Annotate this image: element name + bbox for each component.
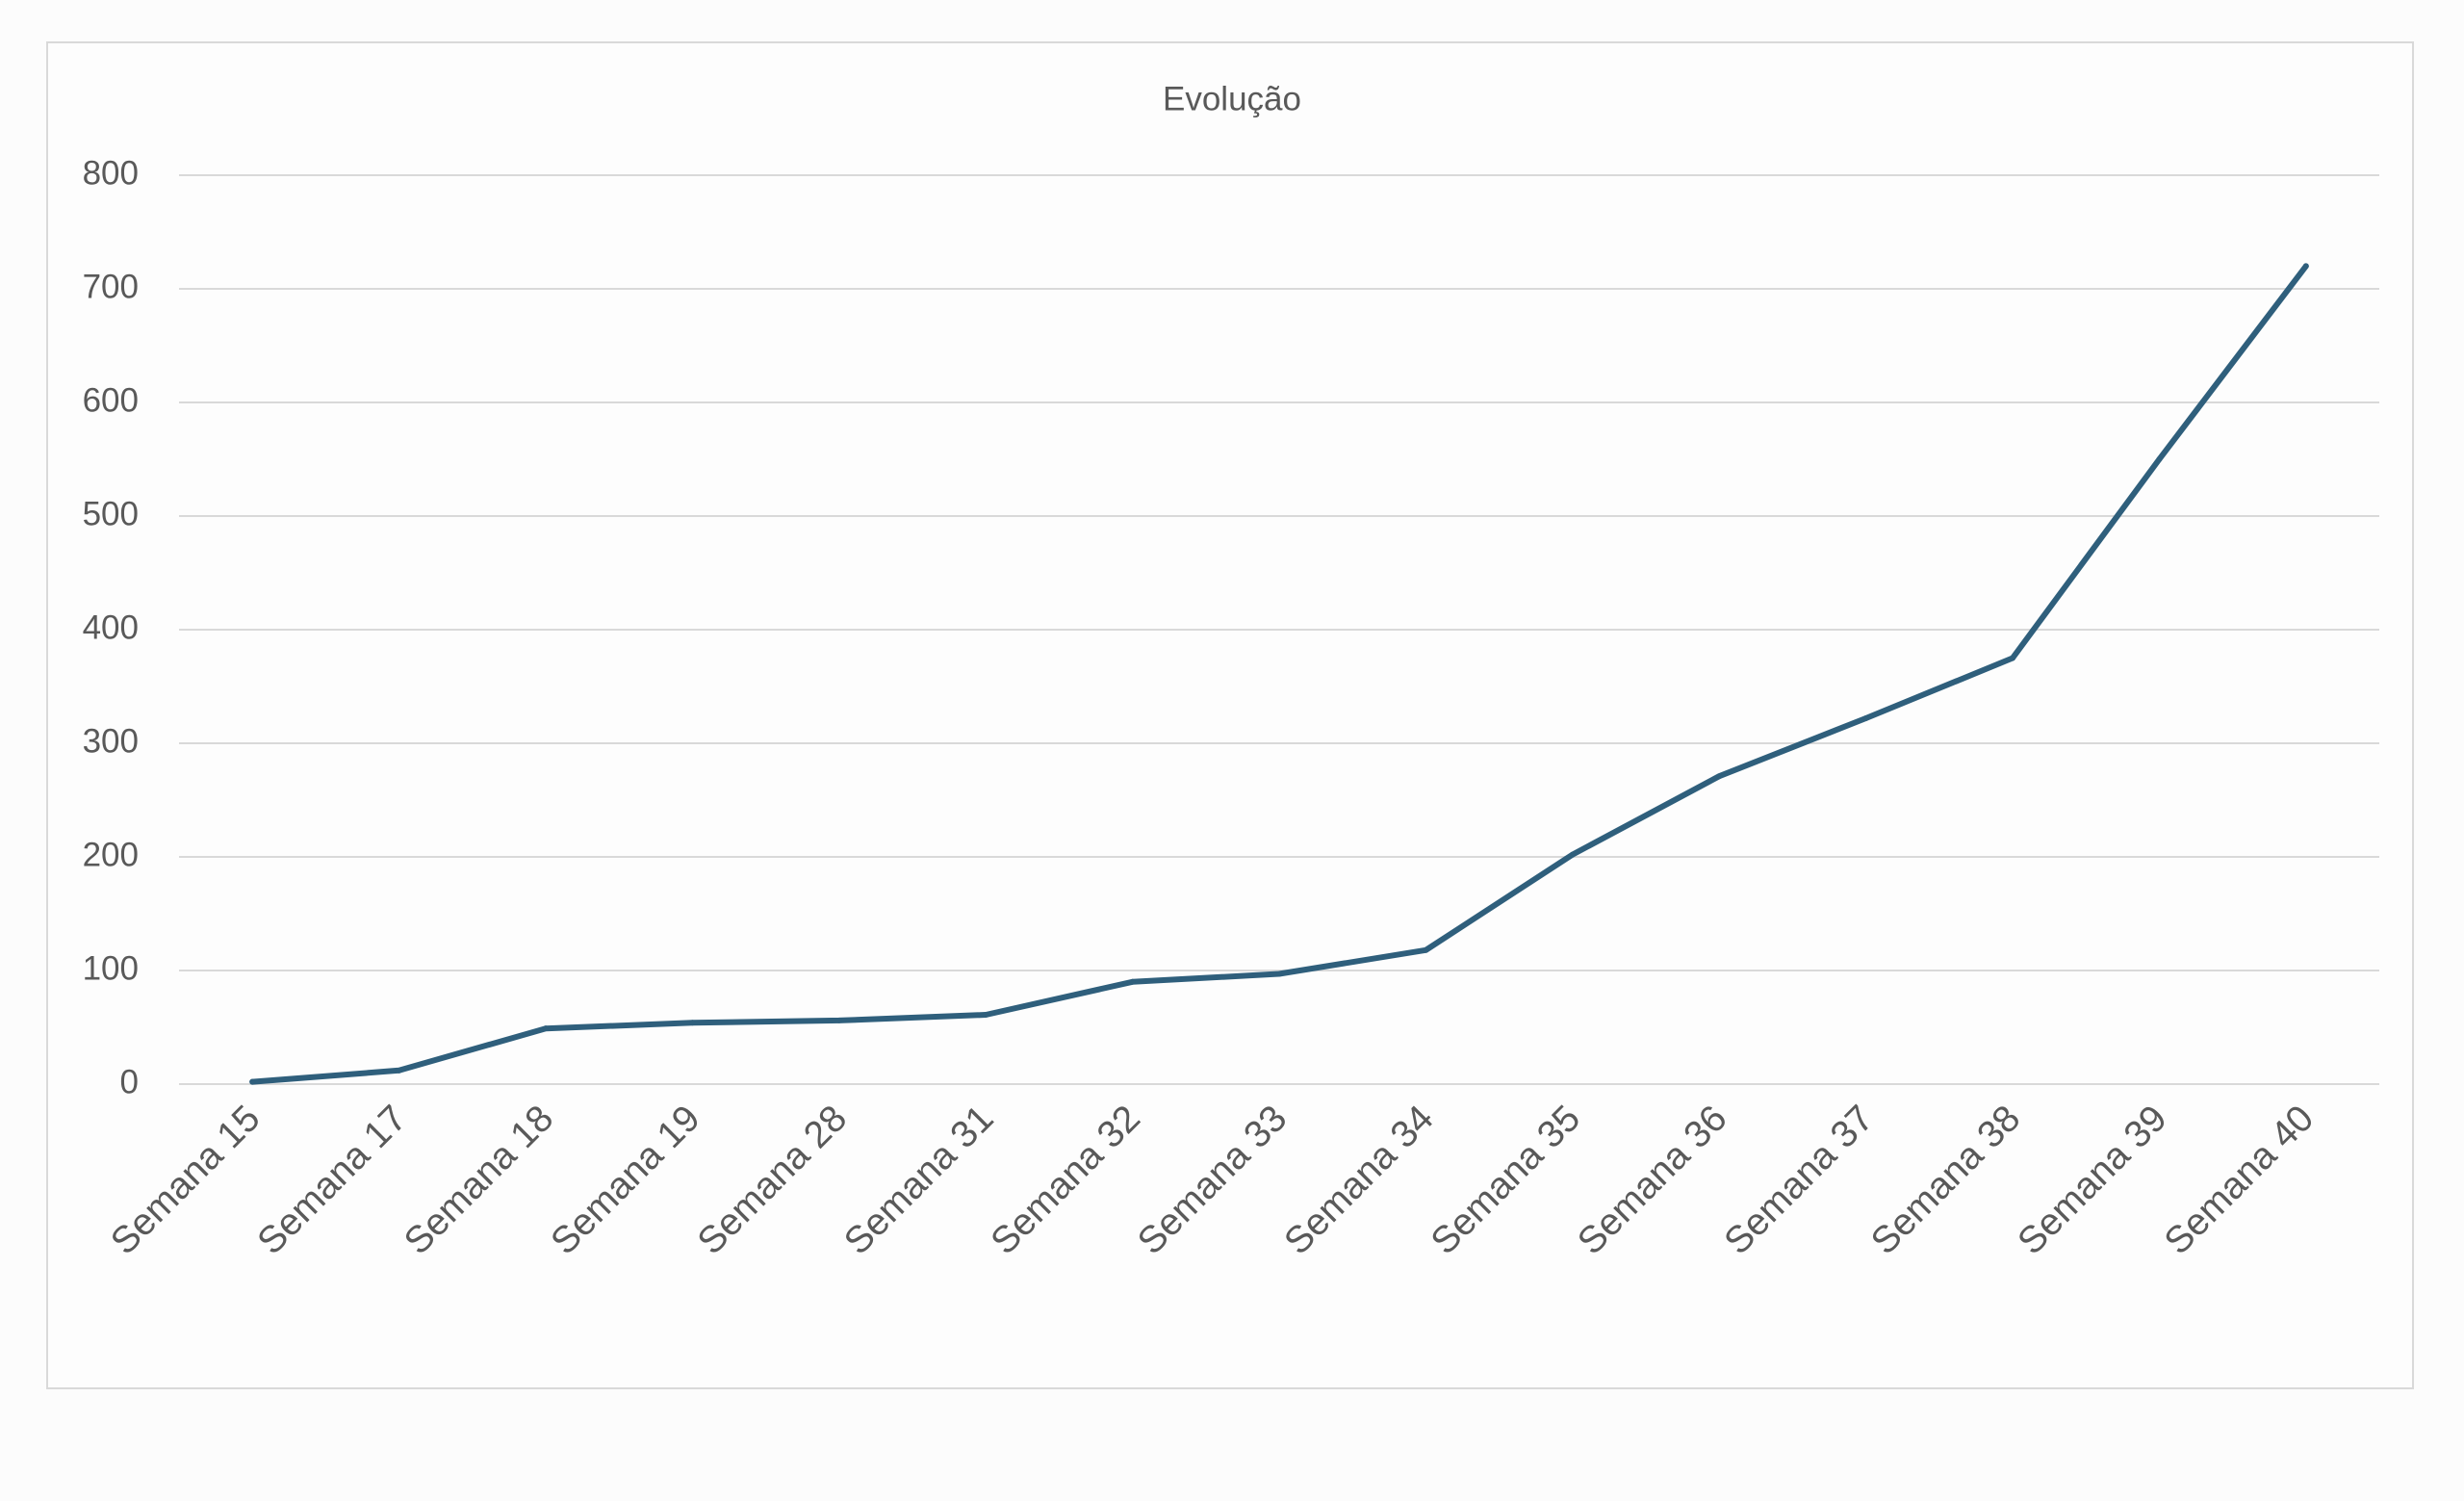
y-tick-label: 0 <box>120 1063 139 1100</box>
data-point <box>983 1012 989 1019</box>
gridlines <box>179 174 2379 1085</box>
y-tick-label: 700 <box>83 268 139 305</box>
chart-area: Evolução 0 100 200 300 400 500 600 700 800 Seman… <box>46 41 2414 1389</box>
x-tick-label: Semana 32 <box>984 1098 1148 1262</box>
x-tick-label: Semana 17 <box>250 1098 415 1262</box>
data-point <box>2302 263 2309 270</box>
x-tick-label: Semana 36 <box>1570 1098 1734 1262</box>
data-point <box>835 1017 842 1023</box>
data-point <box>1129 978 1136 985</box>
data-point <box>2010 655 2015 661</box>
x-tick-label: Semana 38 <box>1863 1098 2028 1262</box>
data-point <box>249 1078 256 1085</box>
x-tick-label: Semana 18 <box>397 1098 561 1262</box>
data-point <box>543 1025 549 1032</box>
series-layer <box>249 263 2309 1085</box>
x-tick-label: Semana 37 <box>1717 1098 1882 1262</box>
y-tick-label: 800 <box>83 154 139 192</box>
data-point <box>689 1020 696 1026</box>
data-point <box>1862 715 1869 722</box>
chart-title: Evolução <box>1163 80 1301 117</box>
x-tick-label: Semana 40 <box>2157 1098 2322 1262</box>
y-tick-label: 500 <box>83 495 139 532</box>
x-tick-label: Semana 39 <box>2010 1098 2174 1262</box>
x-tick-label: Semana 33 <box>1130 1098 1295 1262</box>
y-tick-label: 300 <box>83 722 139 760</box>
x-tick-label: Semana 35 <box>1424 1098 1588 1262</box>
x-tick-label: Semana 19 <box>543 1098 707 1262</box>
data-point <box>396 1067 402 1074</box>
y-tick-label: 200 <box>83 836 139 873</box>
x-tick-label: Semana 15 <box>103 1098 268 1262</box>
data-point <box>1276 970 1282 977</box>
data-point <box>1423 946 1429 953</box>
y-tick-label: 100 <box>83 949 139 987</box>
series-line <box>249 263 2309 1085</box>
x-tick-label: Semana 31 <box>836 1098 1001 1262</box>
data-point <box>1716 773 1723 780</box>
line-chart: Evolução 0 100 200 300 400 500 600 700 800 Seman… <box>83 80 2379 1262</box>
y-tick-label: 600 <box>83 381 139 419</box>
y-axis: 0 100 200 300 400 500 600 700 800 <box>83 154 139 1100</box>
data-point <box>1569 851 1576 858</box>
x-tick-label: Semana 34 <box>1276 1098 1441 1262</box>
y-tick-label: 400 <box>83 608 139 646</box>
x-tick-label: Semana 28 <box>690 1098 855 1262</box>
data-point <box>2156 456 2163 462</box>
